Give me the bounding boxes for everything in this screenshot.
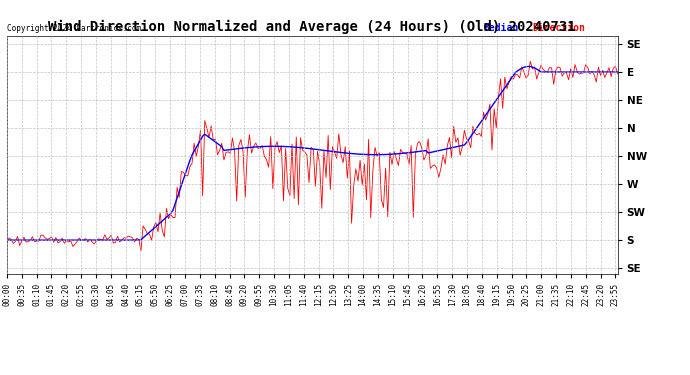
Title: Wind Direction Normalized and Average (24 Hours) (Old) 20240731: Wind Direction Normalized and Average (2… <box>48 20 576 34</box>
Text: Copyright 2024 Cartronics.com: Copyright 2024 Cartronics.com <box>7 24 141 33</box>
Text: Median: Median <box>483 23 518 33</box>
Text: Direction: Direction <box>532 23 585 33</box>
